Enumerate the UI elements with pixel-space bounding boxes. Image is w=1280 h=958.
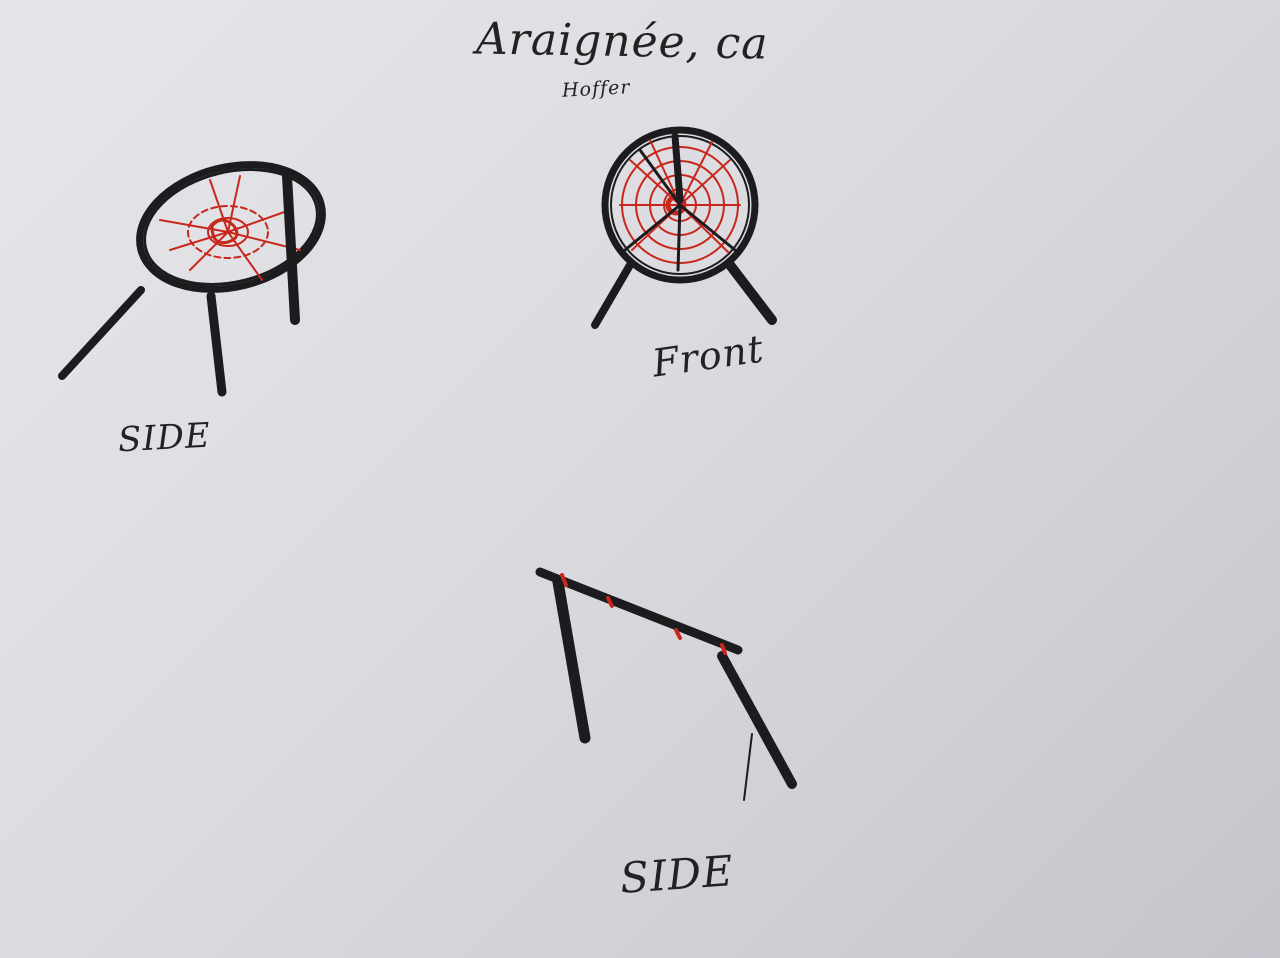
sheet-subtitle: Hoffer — [561, 76, 631, 102]
sheet-title: Araignée, ca — [475, 13, 769, 70]
frame-back-leg — [717, 651, 797, 789]
chair-leg — [725, 260, 777, 325]
side-view-label: SIDE — [117, 415, 212, 461]
chair-seat-ring — [601, 126, 759, 284]
side-view-chair-sketch — [58, 161, 326, 397]
frame-top-rail — [535, 567, 743, 655]
chair-leg — [282, 171, 300, 325]
web-pattern — [159, 175, 301, 281]
frame-front-leg — [552, 576, 591, 744]
side-view-frame-sketch — [535, 567, 797, 801]
chair-leg — [591, 261, 634, 329]
chair-leg — [206, 291, 227, 397]
chair-leg — [58, 286, 145, 380]
front-view-chair-sketch — [591, 126, 777, 329]
side-view-label-2: SIDE — [618, 846, 736, 903]
chair-seat-ring — [136, 161, 326, 293]
